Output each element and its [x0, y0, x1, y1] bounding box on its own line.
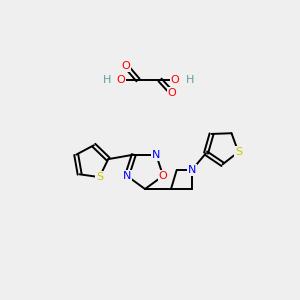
- Text: S: S: [96, 172, 103, 182]
- Text: O: O: [171, 75, 179, 85]
- Text: N: N: [152, 150, 160, 160]
- Text: S: S: [235, 147, 242, 157]
- Text: H: H: [186, 75, 194, 85]
- Text: H: H: [103, 75, 111, 85]
- Text: O: O: [122, 61, 130, 71]
- Text: O: O: [117, 75, 125, 85]
- Text: N: N: [188, 165, 196, 175]
- Text: O: O: [159, 171, 167, 181]
- Text: O: O: [168, 88, 176, 98]
- Text: N: N: [123, 171, 131, 181]
